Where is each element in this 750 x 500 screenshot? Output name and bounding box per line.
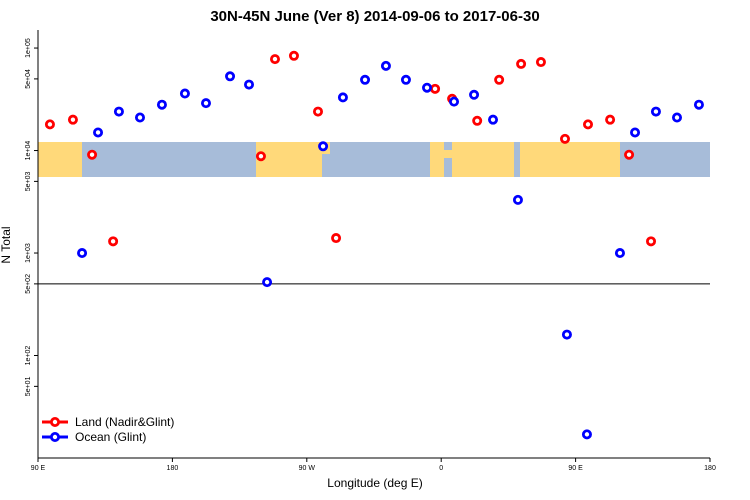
data-point	[559, 133, 570, 144]
data-point	[77, 248, 88, 259]
y-tick-label: 1e+05	[25, 38, 32, 58]
data-point	[671, 112, 682, 123]
data-point	[693, 99, 704, 110]
legend-marker	[50, 416, 61, 427]
data-point	[400, 74, 411, 85]
x-axis-label: Longitude (deg E)	[327, 476, 422, 490]
data-point	[380, 60, 391, 71]
data-point	[113, 106, 124, 117]
y-tick-label: 1e+04	[25, 141, 32, 161]
data-point	[605, 114, 616, 125]
y-tick-label: 5e+02	[25, 274, 32, 294]
data-point	[430, 83, 441, 94]
data-point	[650, 106, 661, 117]
data-point	[262, 277, 273, 288]
data-point	[318, 141, 329, 152]
x-tick-label: 180	[704, 465, 716, 472]
data-point	[337, 92, 348, 103]
data-point	[134, 112, 145, 123]
data-point	[312, 106, 323, 117]
data-point	[561, 329, 572, 340]
data-point	[269, 54, 280, 65]
data-point	[87, 149, 98, 160]
data-point	[581, 429, 592, 440]
data-point	[288, 50, 299, 61]
legend-label: Land (Nadir&Glint)	[75, 415, 174, 429]
y-tick-label: 1e+03	[25, 243, 32, 263]
x-tick-label: 90 E	[568, 465, 583, 472]
data-point	[331, 233, 342, 244]
data-point	[44, 119, 55, 130]
data-point	[156, 99, 167, 110]
data-point	[360, 74, 371, 85]
data-point	[422, 82, 433, 93]
x-tick-label: 90 E	[31, 465, 46, 472]
y-tick-label: 5e+01	[25, 376, 32, 396]
data-point	[93, 127, 104, 138]
x-tick-label: 90 W	[299, 465, 316, 472]
data-point	[512, 194, 523, 205]
data-point	[449, 96, 460, 107]
y-tick-label: 5e+03	[25, 171, 32, 191]
data-point	[535, 57, 546, 68]
world-map	[38, 142, 710, 177]
data-point	[582, 119, 593, 130]
data-point	[179, 88, 190, 99]
data-point	[472, 115, 483, 126]
y-tick-label: 1e+02	[25, 346, 32, 366]
data-point	[488, 114, 499, 125]
data-point	[624, 149, 635, 160]
data-point	[200, 98, 211, 109]
y-tick-label: 5e+04	[25, 69, 32, 89]
data-point	[614, 248, 625, 259]
data-point	[494, 74, 505, 85]
y-axis-label: N Total	[0, 226, 13, 263]
data-point	[244, 79, 255, 90]
data-point	[630, 127, 641, 138]
x-tick-label: 0	[439, 465, 443, 472]
data-point	[469, 89, 480, 100]
data-point	[108, 236, 119, 247]
legend-marker	[50, 431, 61, 442]
x-tick-label: 180	[167, 465, 179, 472]
data-point	[225, 71, 236, 82]
data-point	[67, 114, 78, 125]
legend-label: Ocean (Glint)	[75, 430, 146, 444]
data-point	[516, 58, 527, 69]
chart-title: 30N-45N June (Ver 8) 2014-09-06 to 2017-…	[210, 8, 539, 25]
data-point	[255, 151, 266, 162]
data-point	[646, 236, 657, 247]
